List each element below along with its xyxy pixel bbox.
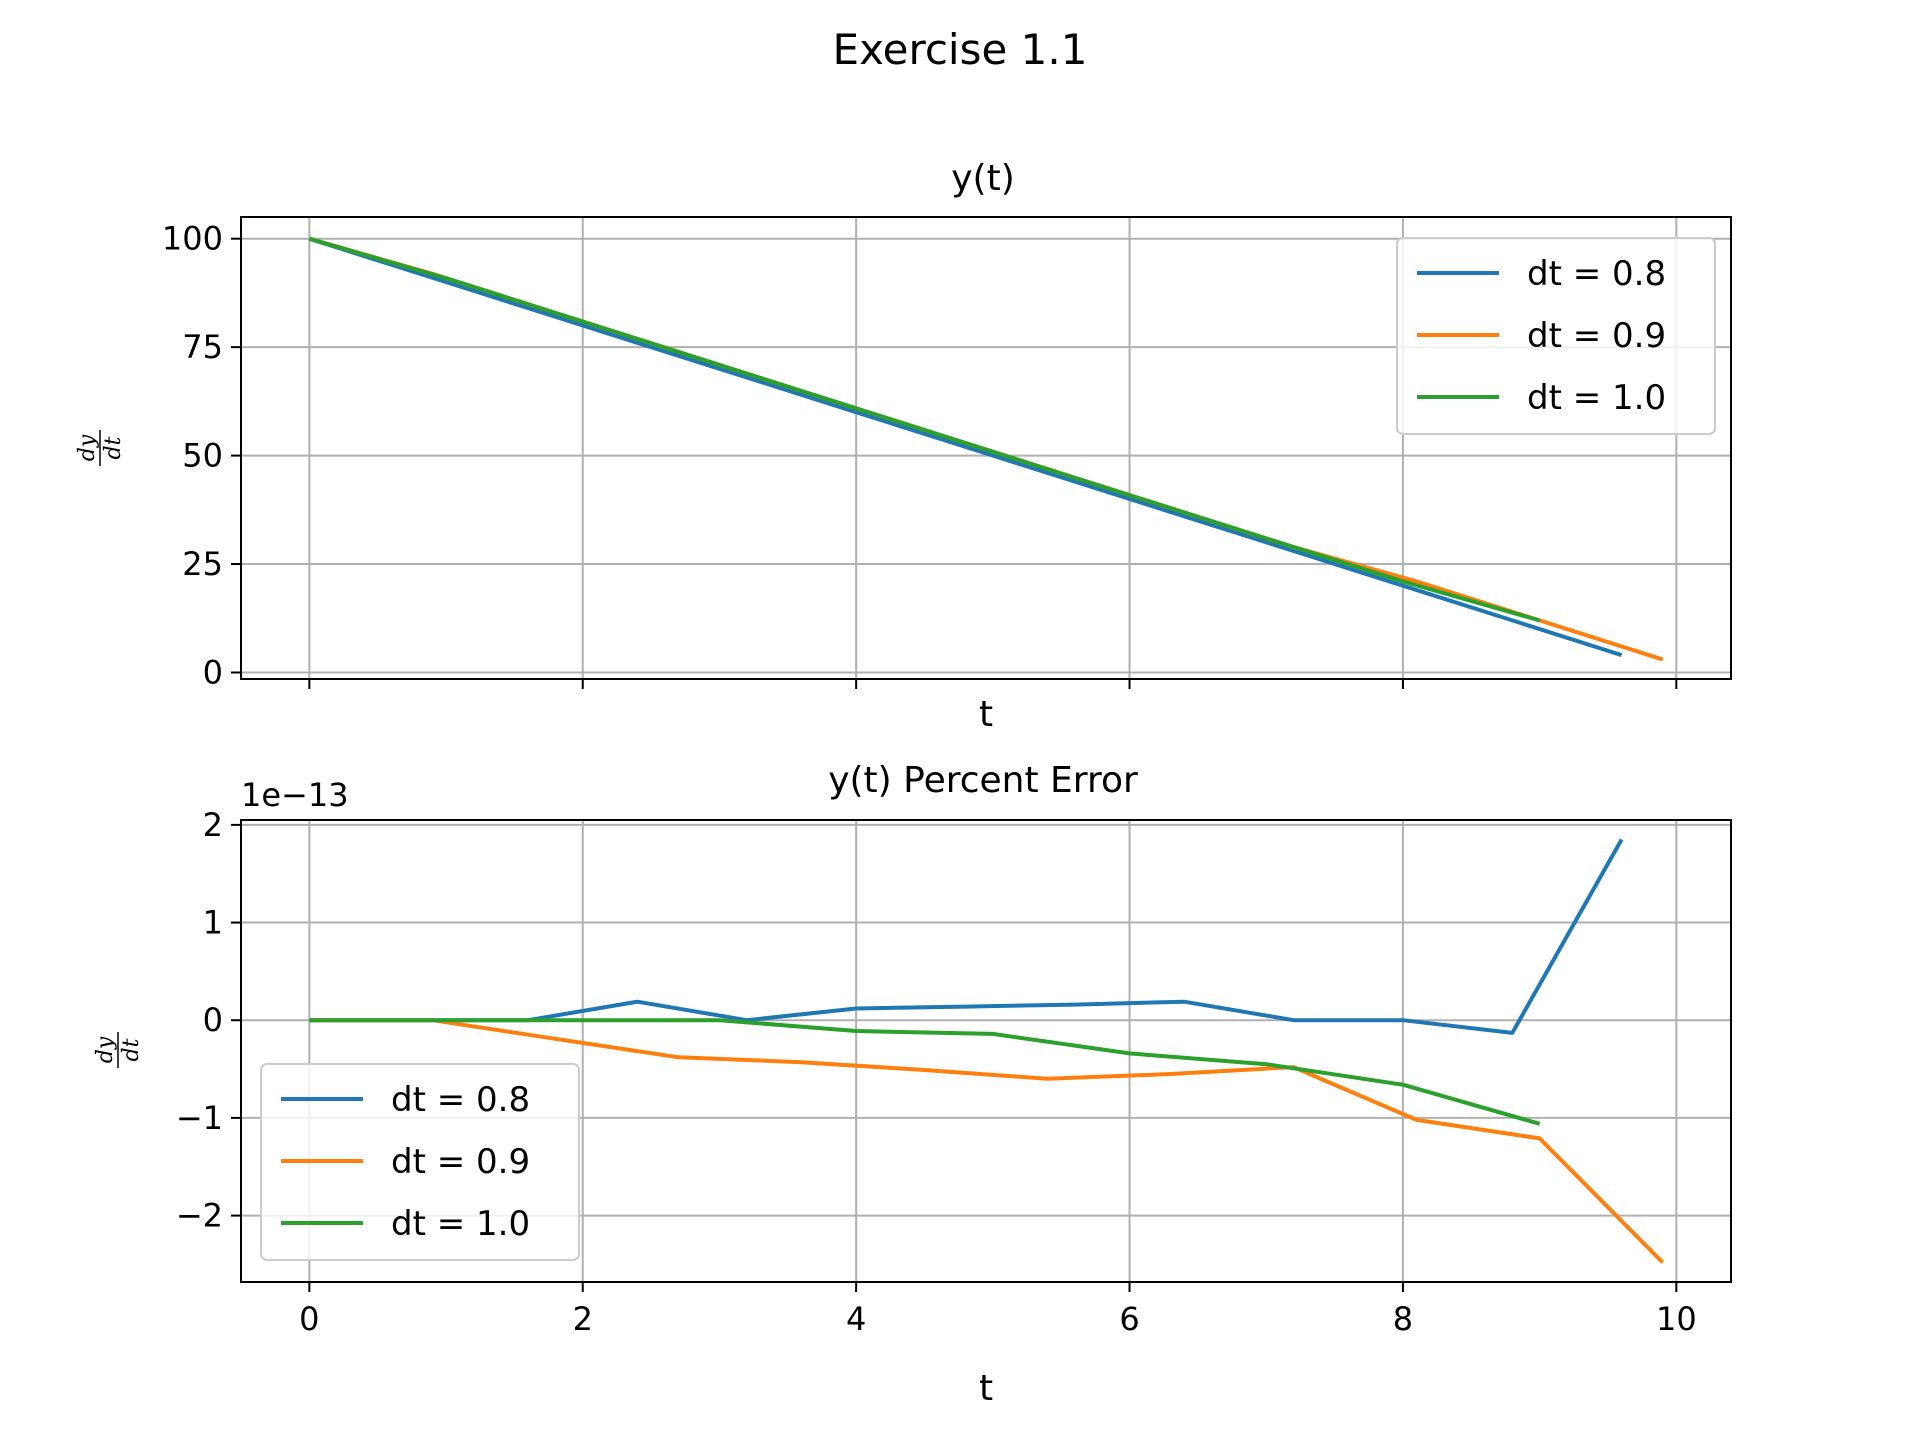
ticks: 0 25 50 75 100 <box>162 220 1678 691</box>
x-tick-label: 8 <box>1393 1300 1413 1338</box>
legend-label: dt = 0.8 <box>1527 254 1666 294</box>
x-tick-label: 10 <box>1656 1300 1697 1338</box>
y-axis-label: dy dt <box>75 430 126 466</box>
x-axis-label: t <box>979 1368 993 1409</box>
y-tick-label: 0 <box>203 1001 223 1039</box>
legend-label: dt = 0.9 <box>391 1142 530 1182</box>
y-tick-label: −2 <box>176 1197 223 1235</box>
subplot-y-of-t: y(t) 0 25 50 75 100 t dy dt dt = 0.8 dt = 0.9… <box>75 158 1732 735</box>
legend-label: dt = 1.0 <box>1527 378 1666 418</box>
ticks: 0 2 4 6 8 10 −2 −1 0 1 2 <box>176 806 1697 1338</box>
y-tick-label: 2 <box>203 806 223 844</box>
y-axis-label-denominator: dt <box>119 1038 144 1061</box>
y-axis-label-denominator: dt <box>101 436 126 459</box>
series-line-dt-1-0 <box>308 236 1541 623</box>
legend: dt = 0.8 dt = 0.9 dt = 1.0 <box>1396 237 1716 435</box>
axes-frame <box>240 216 1732 680</box>
x-axis-label: t <box>979 694 993 735</box>
series-line-dt-1-0 <box>309 1018 1541 1126</box>
legend-frame <box>260 1063 580 1261</box>
y-axis-label-numerator: dy <box>75 434 100 461</box>
y-tick-label: 50 <box>182 437 223 475</box>
series-line-dt-0-8 <box>308 236 1623 658</box>
series-group <box>308 236 1664 662</box>
y-tick-label: 1 <box>203 904 223 942</box>
x-tick-label: 4 <box>846 1300 866 1338</box>
series-line-dt-0-9 <box>309 1018 1665 1264</box>
y-offset-text: 1e−13 <box>241 776 349 814</box>
y-tick-label: 75 <box>182 328 223 366</box>
subplot-title: y(t) <box>951 158 1015 199</box>
y-axis-label-numerator: dy <box>93 1036 118 1063</box>
legend-label: dt = 0.9 <box>1527 316 1666 356</box>
y-tick-label: 100 <box>162 220 223 258</box>
legend-frame <box>1396 237 1716 435</box>
x-tick-label: 6 <box>1119 1300 1139 1338</box>
legend: dt = 0.8 dt = 0.9 dt = 1.0 <box>260 1063 580 1261</box>
x-tick-label: 0 <box>299 1300 319 1338</box>
y-tick-label: 25 <box>182 545 223 583</box>
axes-frame <box>240 819 1732 1283</box>
legend-label: dt = 1.0 <box>391 1204 530 1244</box>
y-axis-label: dy dt <box>93 1032 144 1068</box>
subplot-percent-error: y(t) Percent Error 1e−13 0 2 4 6 8 10−2−1012 … <box>93 760 1732 1409</box>
legend-label: dt = 0.8 <box>391 1080 530 1120</box>
y-tick-label: 0 <box>203 653 223 691</box>
subplot-title: y(t) Percent Error <box>828 760 1138 801</box>
series-group <box>309 838 1665 1264</box>
figure-suptitle: Exercise 1.1 <box>833 25 1088 74</box>
x-tick-label: 2 <box>573 1300 593 1338</box>
y-tick-label: −1 <box>176 1099 223 1137</box>
